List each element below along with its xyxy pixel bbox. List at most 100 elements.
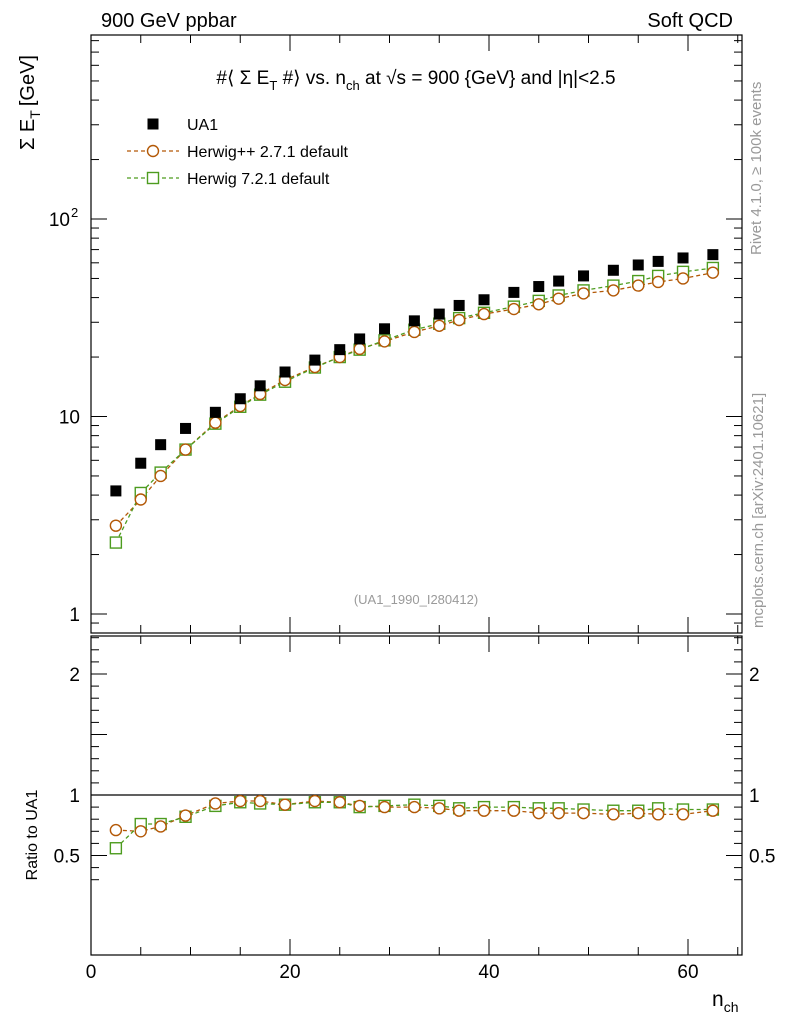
mcplots-label: mcplots.cern.ch [arXiv:2401.10621] — [750, 393, 767, 628]
legend-marker — [146, 171, 160, 185]
ratio-data-point — [651, 808, 665, 821]
main-data-point — [334, 344, 346, 356]
ratio-x-ticks: 0 20 40 60 — [86, 636, 739, 983]
ratio-data-point — [577, 806, 590, 820]
ratio-data-point — [234, 794, 247, 808]
ratio-y-tick-label-right: 1 — [749, 786, 760, 807]
main-data-point — [209, 406, 221, 418]
main-data-point — [309, 354, 321, 366]
main-data-point — [135, 457, 147, 469]
ratio-y-tick-label: 0.5 — [54, 847, 80, 868]
ratio-y-axis-label: Ratio to UA1 — [24, 790, 41, 881]
y-label-unit: [GeV] — [17, 55, 39, 106]
ratio-data-point — [632, 806, 645, 820]
x-tick-label: 0 — [86, 962, 97, 983]
ratio-y-tick-label-right: 0.5 — [749, 847, 775, 868]
legend-marker — [147, 118, 159, 130]
ratio-data-point — [353, 799, 366, 813]
ratio-data-point — [109, 842, 123, 855]
main-data-point — [109, 519, 123, 532]
main-data-point — [408, 325, 421, 339]
ratio-data-point — [253, 794, 267, 808]
main-data-point — [532, 298, 545, 311]
main-y-axis-label: Σ ET [GeV] — [17, 55, 43, 150]
legend: UA1 Herwig++ 2.7.1 default Herwig 7.2.1 de… — [127, 117, 349, 188]
main-data-point — [652, 255, 664, 267]
y-label-sub: T — [27, 110, 43, 119]
ratio-y-tick-label: 2 — [69, 665, 80, 686]
ratio-data-point — [154, 820, 167, 833]
x-tick-label: 60 — [677, 962, 698, 983]
main-data-point — [632, 259, 644, 271]
main-data-layer — [109, 249, 720, 549]
main-data-point — [478, 294, 490, 306]
ratio-data-point — [333, 796, 346, 809]
ratio-data-point — [552, 806, 565, 820]
legend-marker — [146, 144, 160, 158]
main-data-point — [577, 287, 590, 300]
x-tick-label: 40 — [478, 962, 499, 983]
x-label-main: n — [712, 988, 724, 1011]
main-data-point — [452, 313, 466, 327]
main-series-line — [115, 272, 714, 527]
chart-title: #⟨ Σ ET #⟩ vs. nch at √s = 900 {GeV} and… — [216, 68, 615, 93]
ratio-data-point — [706, 804, 720, 817]
main-data-point — [379, 323, 391, 335]
main-data-point — [507, 302, 521, 316]
main-data-point — [508, 286, 520, 298]
main-data-point — [180, 422, 192, 434]
x-axis-label: nch — [712, 988, 738, 1015]
ratio-data-point — [109, 823, 123, 837]
ratio-data-point — [408, 800, 421, 814]
main-data-point — [353, 342, 366, 356]
main-x-ticks — [90, 35, 739, 633]
main-data-point — [109, 536, 123, 549]
ratio-data-point — [278, 798, 292, 811]
main-y-tick-label: 1 — [69, 605, 80, 626]
header-left: 900 GeV ppbar — [101, 10, 237, 32]
ratio-data-point — [134, 825, 147, 838]
main-data-point — [677, 252, 689, 264]
main-data-point — [433, 308, 445, 320]
main-data-point — [134, 493, 147, 506]
main-data-point — [179, 443, 192, 456]
y-label-main: Σ E — [17, 119, 39, 150]
ratio-data-point — [477, 804, 491, 817]
main-data-point — [632, 279, 645, 292]
x-label-sub: ch — [724, 999, 739, 1015]
main-data-point — [707, 249, 719, 261]
ratio-data-point — [209, 797, 222, 810]
main-data-point — [477, 307, 491, 321]
main-data-point — [354, 333, 366, 345]
ratio-data-point — [378, 800, 391, 814]
main-data-point — [154, 469, 167, 483]
legend-label: Herwig 7.2.1 default — [187, 171, 330, 188]
ratio-data-point — [676, 808, 690, 821]
header-right: Soft QCD — [647, 10, 733, 32]
main-data-point — [607, 264, 619, 276]
main-data-point — [578, 270, 590, 282]
ratio-data-layer — [109, 794, 720, 855]
main-data-point — [651, 275, 665, 289]
main-y-tick-label: 10 — [59, 408, 80, 429]
main-data-point — [706, 266, 720, 279]
ratio-data-point — [607, 808, 620, 821]
ratio-data-point — [532, 806, 545, 820]
main-data-point — [279, 366, 291, 378]
main-data-point — [408, 315, 420, 327]
main-data-point — [553, 275, 565, 287]
legend-label: UA1 — [187, 117, 218, 134]
title-part-1: #⟨ Σ E — [216, 68, 269, 89]
ratio-data-point — [179, 809, 192, 822]
main-data-point — [254, 380, 266, 392]
main-data-point — [676, 272, 690, 285]
main-data-point — [110, 485, 122, 497]
main-data-point — [155, 439, 167, 451]
legend-label: Herwig++ 2.7.1 default — [187, 144, 349, 161]
title-sub-2: ch — [346, 78, 360, 93]
main-panel-frame — [90, 34, 743, 634]
main-data-point — [378, 335, 391, 348]
main-data-point — [209, 416, 222, 429]
